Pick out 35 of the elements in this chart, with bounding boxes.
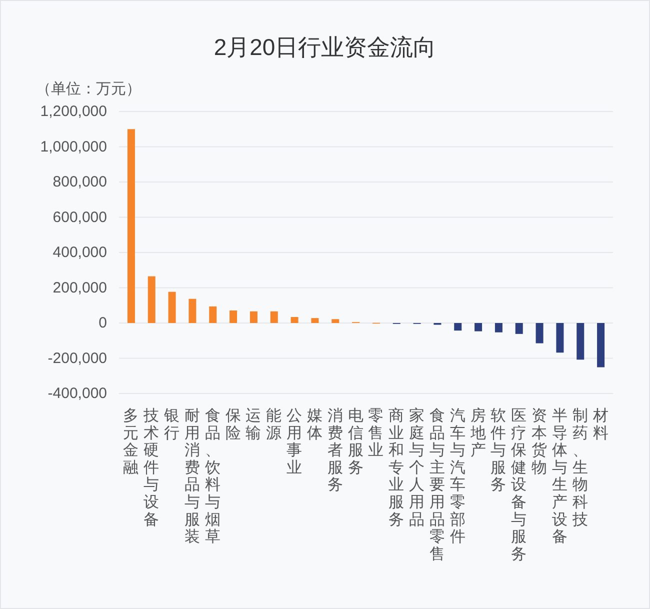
y-tick-label: 200,000 bbox=[52, 279, 107, 296]
y-tick-label: 800,000 bbox=[52, 174, 107, 190]
x-tick-label: 汽车与汽车零部件 bbox=[450, 408, 466, 546]
x-tick-label: 材料 bbox=[592, 406, 609, 442]
x-tick-label: 商业和专业服务 bbox=[388, 406, 405, 529]
y-tick-label: 1,000,000 bbox=[40, 138, 107, 156]
x-tick-label: 媒体 bbox=[306, 408, 323, 442]
x-tick-label: 公用事业 bbox=[286, 408, 303, 477]
x-tick-label: 技术硬件与设备 bbox=[142, 406, 160, 529]
x-tick-label: 家庭与个人用品 bbox=[409, 406, 426, 529]
x-tick-label: 零售业 bbox=[368, 408, 384, 460]
x-tick-label: 食品、饮料与烟草 bbox=[204, 406, 221, 546]
chart-title: 2月20日行业资金流向 bbox=[214, 34, 436, 60]
x-tick-label: 资本货物 bbox=[532, 406, 548, 477]
y-tick-label: 1,200,000 bbox=[40, 103, 107, 120]
x-tick-label: 消费者服务 bbox=[327, 406, 344, 494]
x-tick-label: 保险 bbox=[225, 408, 242, 442]
x-tick-label: 软件与服务 bbox=[490, 408, 507, 494]
x-tick-label: 银行 bbox=[163, 408, 180, 442]
y-tick-label: 400,000 bbox=[52, 244, 107, 261]
y-axis-title: （单位：万元） bbox=[36, 80, 141, 98]
category-label: 食品与主要用品零售 bbox=[429, 408, 446, 564]
x-tick-label: 半导体与生产设备 bbox=[552, 406, 568, 546]
x-tick-label: 耐用消费品与服装 bbox=[184, 408, 200, 546]
x-tick-label: 多元金融 bbox=[123, 406, 140, 477]
y-tick-label: 0 bbox=[98, 314, 107, 332]
y-tick-label: 600,000 bbox=[52, 208, 107, 226]
y-tick-label: -400,000 bbox=[48, 385, 107, 402]
x-tick-label: 电信服务 bbox=[348, 406, 364, 477]
x-tick-label: 能源 bbox=[266, 406, 282, 442]
category-label: 医疗保健设备与服务 bbox=[511, 408, 528, 564]
x-tick-label: 房地产 bbox=[469, 406, 486, 460]
x-tick-label: 制药、生物科技 bbox=[571, 406, 588, 529]
y-tick-label: -200,000 bbox=[48, 350, 107, 367]
x-tick-label: 运输 bbox=[246, 406, 262, 442]
